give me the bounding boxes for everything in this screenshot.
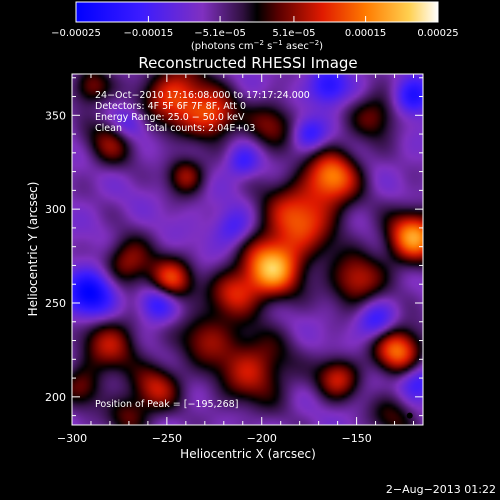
y-tick-label: 350 <box>45 109 66 122</box>
x-axis-label: Heliocentric X (arcsec) <box>180 447 316 461</box>
plot-area: −300 −250 −200 −150 200 250 300 350 <box>45 73 424 445</box>
colorbar-tick-label: 5.1e−05 <box>272 28 315 39</box>
plot-frame <box>71 73 424 426</box>
peak-marker-layer <box>406 412 413 419</box>
y-tick-label: 250 <box>45 297 66 310</box>
y-axis-label: Heliocentric Y (arcsec) <box>26 182 40 317</box>
y-tick-label: 300 <box>45 203 66 216</box>
colorbar: −0.00025 −0.00015 −5.1e−05 5.1e−05 0.00015 0.… <box>51 1 459 52</box>
annotation-energy-range: Energy Range: 25.0 − 50.0 keV <box>95 112 245 123</box>
colorbar-frame <box>75 1 439 23</box>
x-tick-label: −250 <box>152 432 182 445</box>
axis-ticks: −300 −250 −200 −150 200 250 300 350 <box>45 74 423 445</box>
marker-dot <box>406 412 413 419</box>
colorbar-ticks: −0.00025 −0.00015 −5.1e−05 5.1e−05 0.00015 0.… <box>51 16 459 39</box>
annotation-block: 24−Oct−2010 17:16:08.000 to 17:17:24.000… <box>95 90 310 410</box>
colorbar-gradient <box>76 2 438 22</box>
annotation-time-range: 24−Oct−2010 17:16:08.000 to 17:17:24.000 <box>95 90 310 101</box>
heatmap-image <box>72 74 423 425</box>
x-tick-label: −200 <box>247 432 277 445</box>
colorbar-tick-label: 0.00025 <box>417 28 458 39</box>
annotation-total-counts: Total counts: 2.04E+03 <box>144 123 255 134</box>
chart-title: Reconstructed RHESSI Image <box>138 54 357 72</box>
x-tick-label: −150 <box>341 432 371 445</box>
annotation-algorithm: Clean <box>95 123 122 134</box>
date-stamp: 2−Aug−2013 01:22 <box>386 483 496 496</box>
y-tick-label: 200 <box>45 391 66 404</box>
colorbar-tick-label: 0.00015 <box>345 28 386 39</box>
x-tick-label: −300 <box>57 432 87 445</box>
colorbar-tick-label: −0.00015 <box>124 28 174 39</box>
annotation-detectors: Detectors: 4F 5F 6F 7F 8F, Att 0 <box>95 101 246 112</box>
colorbar-tick-label: −0.00025 <box>51 28 101 39</box>
colorbar-tick-label: −5.1e−05 <box>194 28 246 39</box>
peak-position-label: Position of Peak = [−195,268] <box>95 399 238 410</box>
colorbar-units: (photons cm−2 s−1 asec−2) <box>191 39 323 52</box>
